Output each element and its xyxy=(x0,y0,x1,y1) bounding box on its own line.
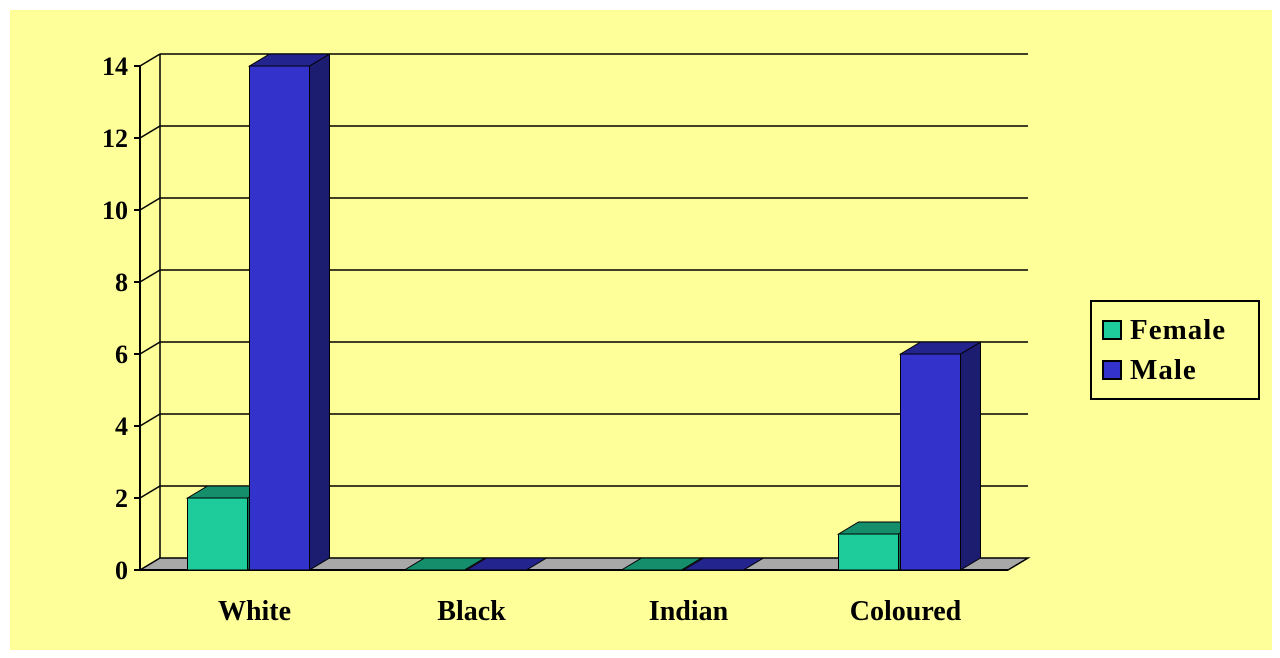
gridline-side xyxy=(139,53,161,67)
gridline-side xyxy=(139,125,161,139)
legend: Female Male xyxy=(1090,300,1260,400)
bar-chart: 0 2 4 6 8 10 12 14 White Black Indian Coloured xyxy=(102,52,1031,627)
bar-side xyxy=(309,53,330,571)
bar-top xyxy=(681,557,766,571)
bar-top xyxy=(619,557,704,571)
legend-label-female: Female xyxy=(1130,313,1227,346)
x-category-label: Black xyxy=(437,596,506,627)
y-tick-label: 0 xyxy=(115,556,128,585)
y-tick-label: 2 xyxy=(115,484,128,513)
y-tick-label: 10 xyxy=(102,196,128,225)
gridline-side xyxy=(139,341,161,355)
legend-swatch-female xyxy=(1102,320,1122,340)
gridline-side xyxy=(139,269,161,283)
y-tick-label: 14 xyxy=(102,52,128,81)
x-category-label: White xyxy=(218,596,291,627)
bar-female-white xyxy=(187,497,248,571)
y-tick-label: 4 xyxy=(115,412,128,441)
bar-female-coloured xyxy=(838,533,899,571)
gridline-side xyxy=(139,197,161,211)
bar-male-coloured xyxy=(900,353,961,571)
bar-side xyxy=(960,341,981,571)
legend-item-female: Female xyxy=(1102,310,1258,350)
gridline-side xyxy=(139,413,161,427)
bar-top xyxy=(247,53,332,67)
legend-label-male: Male xyxy=(1130,353,1197,386)
gridline-side xyxy=(139,485,161,499)
x-category-label: Indian xyxy=(649,596,729,627)
bar-top xyxy=(898,341,983,355)
legend-item-male: Male xyxy=(1102,350,1258,390)
bar-top xyxy=(402,557,487,571)
y-tick-label: 8 xyxy=(115,268,128,297)
bar-top xyxy=(464,557,549,571)
legend-swatch-male xyxy=(1102,360,1122,380)
y-tick-label: 12 xyxy=(102,124,128,153)
y-tick-label: 6 xyxy=(115,340,128,369)
x-category-label: Coloured xyxy=(850,596,962,627)
bar-male-white xyxy=(249,65,310,571)
chart-area: 0 2 4 6 8 10 12 14 White Black Indian Coloured Fema… xyxy=(10,10,1272,650)
